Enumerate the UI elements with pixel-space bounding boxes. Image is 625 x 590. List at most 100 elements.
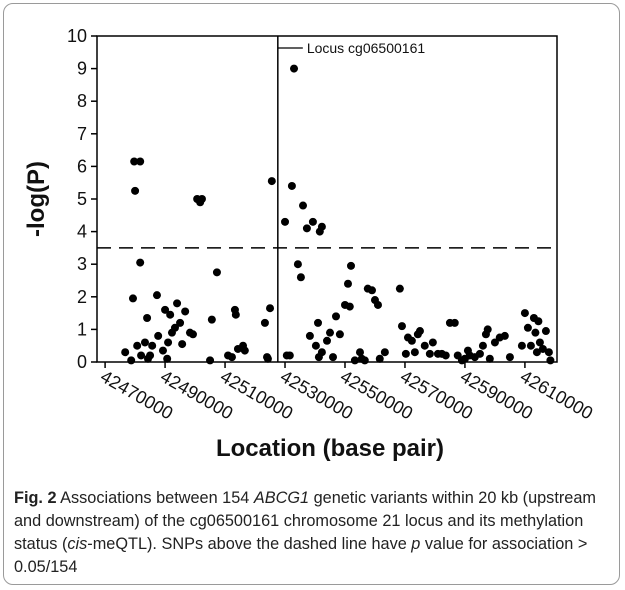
y-tick-label: 7 <box>77 124 87 144</box>
point <box>526 341 535 350</box>
point <box>128 294 137 303</box>
point <box>532 348 541 357</box>
point <box>325 328 334 337</box>
caption-label: Fig. 2 <box>14 489 57 507</box>
point <box>397 322 406 331</box>
y-tick-label: 0 <box>77 352 87 372</box>
point <box>285 351 294 360</box>
caption-text: value for association > 0.05/154 <box>14 535 588 576</box>
point <box>395 284 404 293</box>
point <box>375 354 384 363</box>
point <box>407 336 416 345</box>
point <box>308 217 317 226</box>
point <box>173 299 182 308</box>
point <box>541 327 550 336</box>
point <box>299 201 308 210</box>
point <box>535 338 544 347</box>
point <box>314 318 323 327</box>
point <box>127 356 136 365</box>
point <box>345 302 354 311</box>
caption-text: Associations between 154 <box>56 489 254 507</box>
point <box>136 258 145 267</box>
point <box>212 268 221 277</box>
point <box>227 353 236 362</box>
caption-text: p <box>411 535 421 553</box>
point <box>263 354 272 363</box>
point <box>260 318 269 327</box>
point <box>154 331 163 340</box>
caption-text: -meQTL). SNPs above the dashed line have <box>87 535 412 553</box>
point <box>266 304 275 313</box>
point <box>425 349 434 358</box>
point <box>335 330 344 339</box>
point <box>410 348 419 357</box>
point <box>163 354 172 363</box>
point <box>323 336 331 345</box>
point <box>331 312 340 321</box>
y-tick-label: 1 <box>77 319 87 339</box>
point <box>355 348 364 357</box>
y-tick-label: 4 <box>77 222 87 242</box>
point <box>181 307 190 316</box>
point <box>367 286 376 295</box>
point <box>148 341 157 350</box>
point <box>302 224 311 233</box>
point <box>517 341 526 350</box>
point <box>478 341 487 350</box>
chart: Location (base pair) -log(P) 0 1 2 3 4 5 6 7 8 9 1… <box>23 26 596 462</box>
point <box>164 338 173 347</box>
point <box>523 323 532 332</box>
point <box>231 310 240 319</box>
point <box>143 313 152 322</box>
point <box>534 317 543 326</box>
point <box>520 309 529 318</box>
point <box>207 315 216 324</box>
point <box>373 300 382 309</box>
point <box>401 349 410 358</box>
point <box>161 305 170 314</box>
caption-text: cis <box>67 535 88 553</box>
point <box>146 351 155 360</box>
y-tick-label: 3 <box>77 254 87 274</box>
point <box>483 325 492 334</box>
point <box>360 356 369 365</box>
point <box>428 338 437 347</box>
point <box>137 351 146 360</box>
point <box>544 348 553 357</box>
point <box>290 64 299 73</box>
point <box>152 291 161 300</box>
point <box>197 195 206 203</box>
point <box>133 341 142 350</box>
y-tick-label: 6 <box>77 156 87 176</box>
caption-text: ABCG1 <box>253 489 310 507</box>
point <box>293 260 302 269</box>
locus-label: Locus cg06500161 <box>307 40 426 56</box>
caption-text: genetic variants within 20 kb (upstream … <box>14 489 596 553</box>
y-tick-label: 9 <box>77 59 87 79</box>
figure-caption: Fig. 2 Associations between 154 ABCG1 ge… <box>14 487 614 579</box>
y-tick-label: 5 <box>77 189 87 209</box>
point <box>178 340 187 349</box>
figure-frame <box>3 3 620 585</box>
point <box>170 323 179 332</box>
point <box>343 279 352 288</box>
point <box>140 338 149 347</box>
point <box>287 181 296 190</box>
point <box>136 157 145 166</box>
point <box>317 222 326 231</box>
point <box>475 349 484 358</box>
point <box>206 356 215 365</box>
y-tick-label: 8 <box>77 91 87 111</box>
point <box>546 356 555 365</box>
point <box>176 318 185 327</box>
point <box>281 217 290 226</box>
y-tick-label: 10 <box>67 26 87 46</box>
point <box>346 261 355 270</box>
point <box>450 318 459 327</box>
point <box>158 346 167 355</box>
point <box>188 330 197 339</box>
x-axis-label: Location (base pair) <box>216 435 444 462</box>
point <box>121 348 130 357</box>
point <box>531 328 540 337</box>
point <box>380 348 389 357</box>
